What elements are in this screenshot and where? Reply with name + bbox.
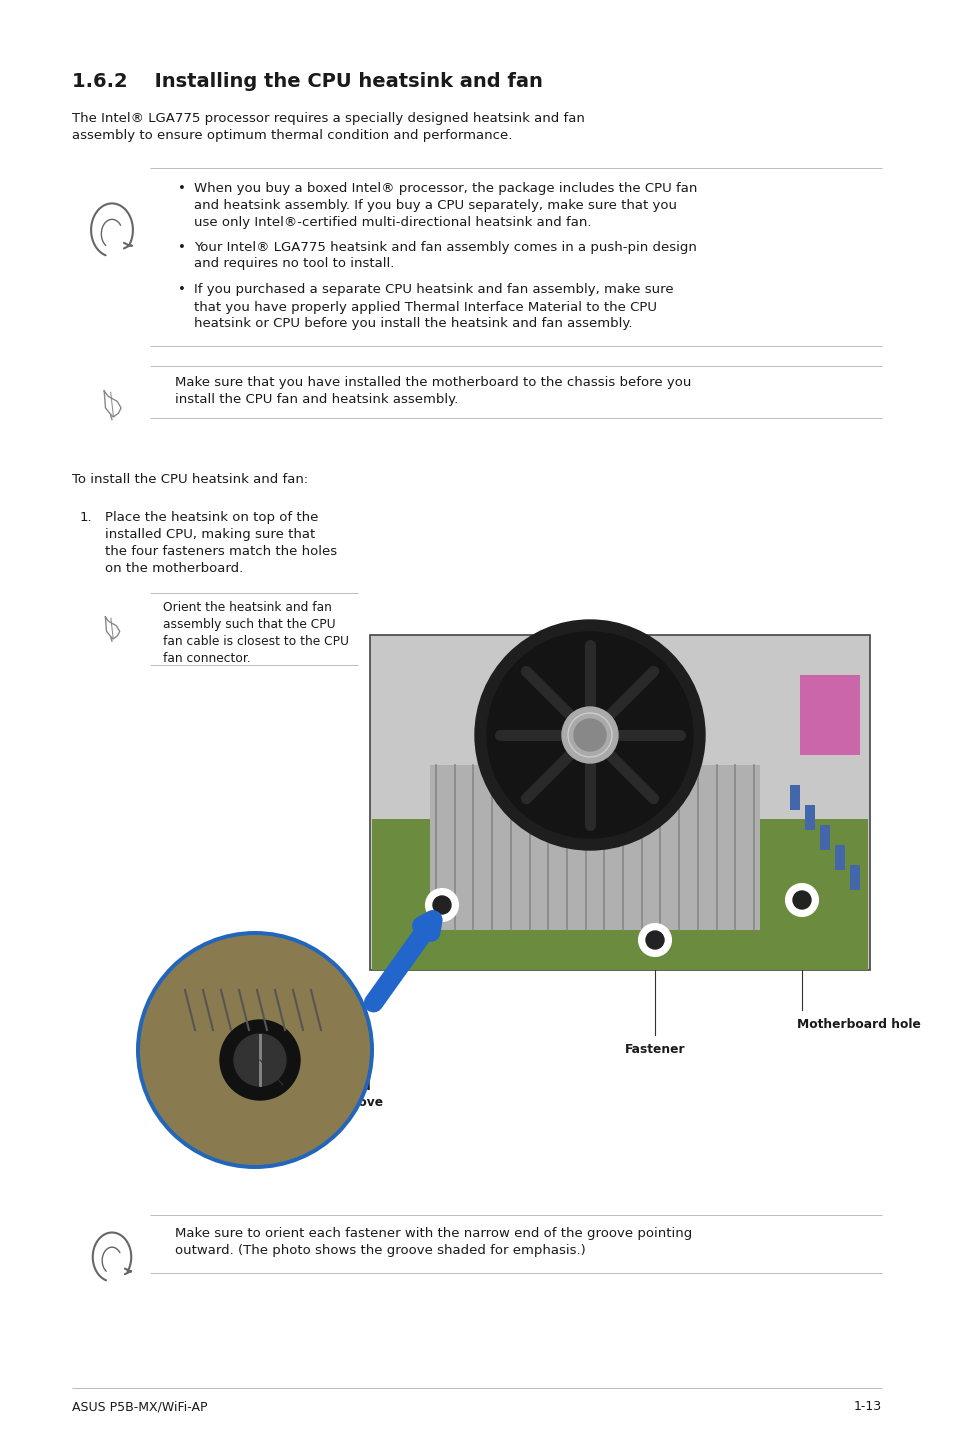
Text: Make sure to orient each fastener with the narrow end of the groove pointing
out: Make sure to orient each fastener with t… — [174, 1227, 692, 1257]
Circle shape — [561, 707, 618, 764]
Text: Fastener: Fastener — [624, 1043, 685, 1055]
Circle shape — [785, 884, 817, 916]
Text: •: • — [178, 183, 186, 196]
Circle shape — [136, 930, 374, 1169]
Text: The Intel® LGA775 processor requires a specially designed heatsink and fan
assem: The Intel® LGA775 processor requires a s… — [71, 112, 584, 142]
Circle shape — [233, 1034, 286, 1086]
FancyBboxPatch shape — [800, 674, 859, 755]
Text: Orient the heatsink and fan
assembly such that the CPU
fan cable is closest to t: Orient the heatsink and fan assembly suc… — [163, 601, 349, 664]
Circle shape — [433, 896, 451, 915]
Circle shape — [140, 935, 370, 1165]
Text: Your Intel® LGA775 heatsink and fan assembly comes in a push-pin design
and requ: Your Intel® LGA775 heatsink and fan asse… — [193, 240, 696, 270]
FancyBboxPatch shape — [370, 636, 869, 971]
FancyBboxPatch shape — [430, 765, 760, 930]
Circle shape — [574, 719, 605, 751]
FancyBboxPatch shape — [834, 846, 844, 870]
Text: ASUS P5B-MX/WiFi-AP: ASUS P5B-MX/WiFi-AP — [71, 1401, 208, 1414]
Text: To install the CPU heatsink and fan:: To install the CPU heatsink and fan: — [71, 473, 308, 486]
Text: Make sure that you have installed the motherboard to the chassis before you
inst: Make sure that you have installed the mo… — [174, 375, 691, 406]
Text: of the groove: of the groove — [290, 1096, 383, 1109]
FancyBboxPatch shape — [820, 825, 829, 850]
Text: •: • — [178, 283, 186, 296]
Text: •: • — [178, 240, 186, 253]
Text: Narrow end: Narrow end — [290, 1080, 371, 1093]
Text: 1.: 1. — [80, 510, 92, 523]
Circle shape — [792, 892, 810, 909]
Circle shape — [220, 1020, 299, 1100]
Circle shape — [486, 631, 692, 838]
FancyBboxPatch shape — [804, 805, 814, 830]
FancyBboxPatch shape — [789, 785, 800, 810]
Text: 1.6.2    Installing the CPU heatsink and fan: 1.6.2 Installing the CPU heatsink and fa… — [71, 72, 542, 91]
Circle shape — [645, 930, 663, 949]
Text: If you purchased a separate CPU heatsink and fan assembly, make sure
that you ha: If you purchased a separate CPU heatsink… — [193, 283, 673, 331]
Text: Place the heatsink on top of the
installed CPU, making sure that
the four fasten: Place the heatsink on top of the install… — [105, 510, 336, 575]
Circle shape — [639, 925, 670, 956]
Text: When you buy a boxed Intel® processor, the package includes the CPU fan
and heat: When you buy a boxed Intel® processor, t… — [193, 183, 697, 229]
FancyBboxPatch shape — [849, 866, 859, 890]
FancyBboxPatch shape — [372, 820, 867, 971]
Circle shape — [426, 889, 457, 920]
Circle shape — [475, 620, 704, 850]
Text: 1-13: 1-13 — [853, 1401, 882, 1414]
Text: Motherboard hole: Motherboard hole — [796, 1018, 920, 1031]
